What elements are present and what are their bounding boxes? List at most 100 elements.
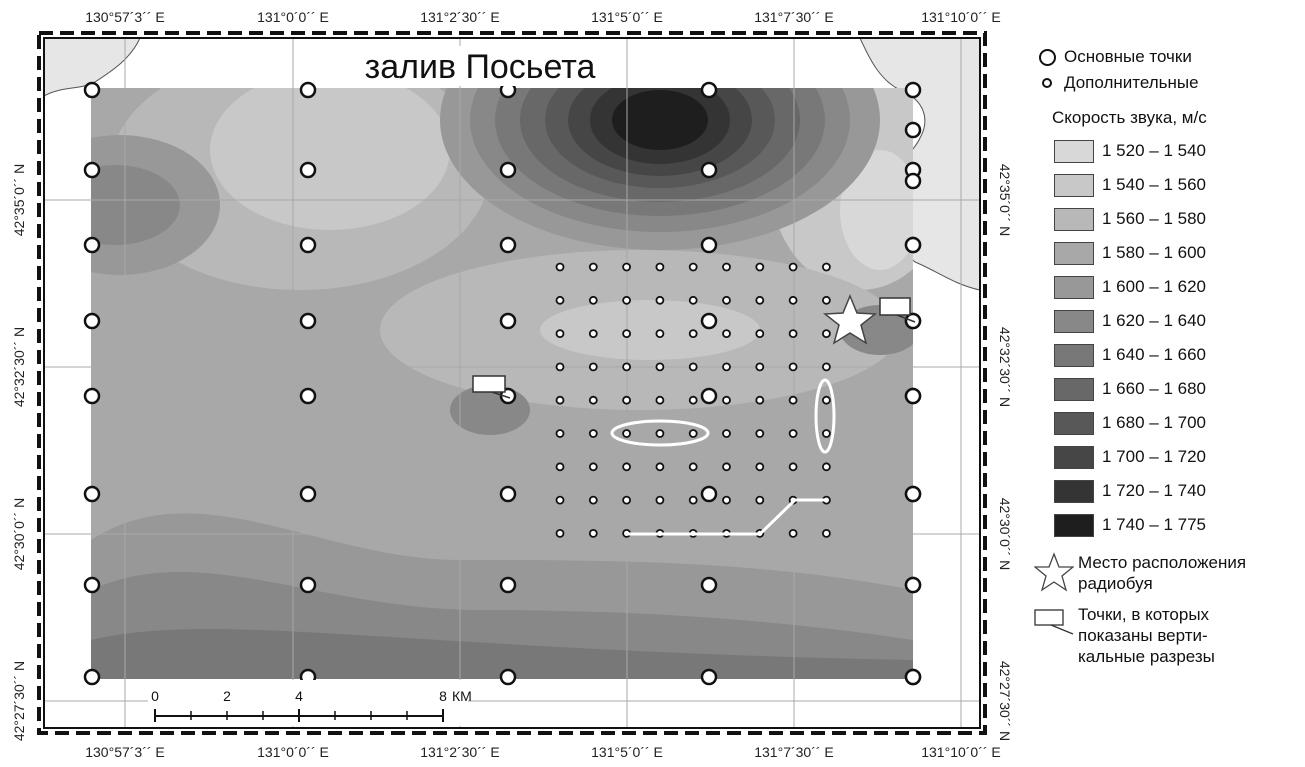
main-point	[904, 172, 922, 190]
legend-class-row: 1 680 – 1 700	[1054, 406, 1300, 440]
main-point	[83, 312, 101, 330]
land-northwest	[44, 38, 141, 97]
field-zone	[840, 150, 913, 270]
legend-sections-line2: показаны верти-	[1078, 626, 1208, 645]
main-point-circle-icon	[1038, 48, 1056, 66]
extra-point	[722, 329, 731, 339]
legend-class-label: 1 700 – 1 720	[1102, 447, 1206, 466]
extra-point	[622, 395, 631, 405]
extra-point	[788, 362, 798, 372]
lon-label: 131°5´0´´ E	[591, 744, 663, 760]
extra-point	[722, 429, 731, 438]
main-point	[83, 161, 101, 179]
extra-point	[588, 362, 598, 372]
legend-main-points-label: Основные точки	[1064, 47, 1192, 66]
sound-speed-field	[91, 88, 913, 679]
extra-point	[822, 295, 831, 305]
lon-label: 131°7´30´´ E	[754, 744, 834, 760]
extra-point	[788, 529, 798, 538]
lon-labels-bottom: 130°57´3´´ E 131°0´0´´ E 131°2´30´´ E 13…	[85, 744, 1001, 760]
lon-label: 131°0´0´´ E	[257, 9, 329, 25]
main-point	[499, 668, 517, 686]
legend: Основные точки Дополнительные Скорость з…	[1030, 44, 1300, 667]
extra-point	[655, 362, 665, 372]
extra-point	[788, 262, 798, 272]
main-point	[904, 81, 922, 99]
extra-point	[588, 495, 598, 505]
extra-point	[588, 429, 598, 438]
legend-main-points: Основные точки	[1030, 44, 1300, 70]
lon-label: 130°57´3´´ E	[85, 744, 165, 760]
legend-class-label: 1 620 – 1 640	[1102, 311, 1206, 330]
extra-point	[655, 329, 665, 339]
extra-point	[555, 429, 565, 438]
legend-swatch	[1054, 411, 1094, 435]
extra-point	[722, 362, 731, 372]
legend-sections: Точки, в которых показаны верти- кальные…	[1030, 604, 1300, 667]
extra-point	[822, 329, 831, 339]
main-point	[904, 485, 922, 503]
extra-point	[588, 295, 598, 305]
extra-point	[822, 462, 831, 472]
main-point	[904, 576, 922, 594]
main-point	[83, 485, 101, 503]
legend-class-row: 1 540 – 1 560	[1054, 168, 1300, 202]
extra-point	[688, 295, 698, 305]
extra-point	[688, 395, 698, 405]
extra-point	[622, 429, 631, 438]
legend-swatch	[1054, 241, 1094, 265]
lat-label: 42°32´30´´ N	[997, 327, 1013, 407]
extra-point	[788, 329, 798, 339]
section-callout-east	[879, 297, 916, 323]
neatline-inner	[43, 37, 981, 729]
main-point	[499, 312, 517, 330]
legend-class-label: 1 560 – 1 580	[1102, 209, 1206, 228]
legend-swatch	[1054, 309, 1094, 333]
legend-swatch	[1054, 139, 1094, 163]
lat-label: 42°30´0´´ N	[997, 498, 1013, 571]
lon-labels-top: 130°57´3´´ E 131°0´0´´ E 131°2´30´´ E 13…	[85, 9, 1001, 25]
main-point	[499, 161, 517, 179]
scale-unit: КМ	[452, 688, 472, 704]
lon-label: 131°10´0´´ E	[921, 9, 1001, 25]
extra-point	[688, 462, 698, 472]
lat-label: 42°27´30´´ N	[11, 661, 27, 741]
extra-point	[588, 529, 598, 538]
extra-point	[555, 295, 565, 305]
legend-class-label: 1 540 – 1 560	[1102, 175, 1206, 194]
main-point	[700, 312, 718, 330]
extra-point	[822, 395, 831, 405]
main-point	[299, 485, 317, 503]
lat-labels-left: 42°35´0´´ N 42°32´30´´ N 42°30´0´´ N 42°…	[11, 164, 27, 741]
extra-point	[755, 329, 765, 339]
section-callout-west	[472, 375, 511, 399]
main-point	[904, 668, 922, 686]
lat-label: 42°35´0´´ N	[11, 164, 27, 237]
main-point	[299, 81, 317, 99]
main-point	[83, 668, 101, 686]
legend-class-row: 1 640 – 1 660	[1054, 338, 1300, 372]
extra-point	[555, 462, 565, 472]
extra-point	[822, 362, 831, 372]
extra-point	[688, 429, 698, 438]
main-point	[299, 236, 317, 254]
legend-swatch	[1054, 275, 1094, 299]
extra-point	[655, 295, 665, 305]
extra-point	[822, 262, 831, 272]
lon-label: 131°5´0´´ E	[591, 9, 663, 25]
main-point	[499, 576, 517, 594]
legend-class-label: 1 740 – 1 775	[1102, 515, 1206, 534]
extra-point	[688, 495, 698, 505]
extra-point	[722, 395, 731, 405]
neatline-dashed	[37, 31, 987, 735]
main-point	[904, 121, 922, 139]
legend-class-label: 1 600 – 1 620	[1102, 277, 1206, 296]
extra-point	[655, 262, 665, 272]
legend-buoy-line2: радиобуя	[1078, 574, 1153, 593]
extra-point	[655, 495, 665, 505]
lat-label: 42°30´0´´ N	[11, 498, 27, 571]
extra-point	[555, 395, 565, 405]
section-ellipse-vertical	[814, 378, 836, 454]
legend-class-label: 1 580 – 1 600	[1102, 243, 1206, 262]
